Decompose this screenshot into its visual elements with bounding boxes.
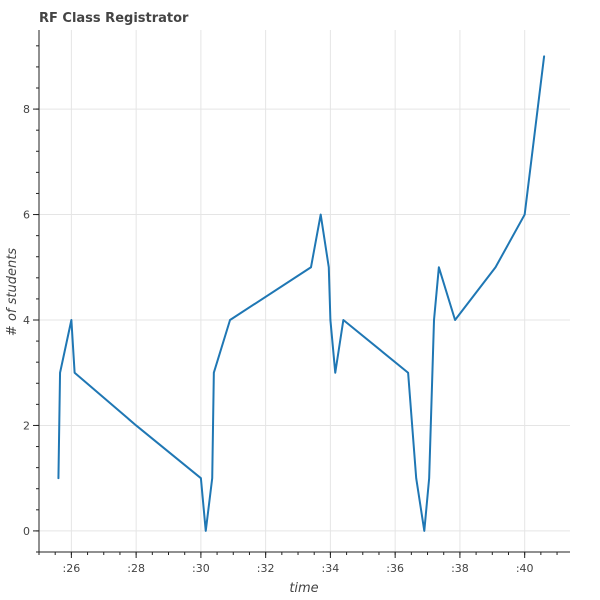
y-axis-ticks: 0 2 4 6 8 (23, 45, 39, 553)
y-tick-label: 2 (23, 419, 30, 432)
x-tick-label: :32 (257, 562, 275, 575)
y-tick-label: 6 (23, 209, 30, 222)
x-axis-ticks: :26 :28 :30 :32 :34 :36 :38 :40 (38, 552, 558, 575)
grid (39, 30, 570, 552)
x-tick-label: :26 (63, 562, 81, 575)
series-layer (57, 55, 546, 532)
x-tick-label: :36 (386, 562, 404, 575)
y-tick-label: 0 (23, 525, 30, 538)
series-line (57, 55, 546, 532)
x-tick-label: :28 (127, 562, 145, 575)
x-axis-label: time (289, 581, 318, 596)
y-tick-label: 4 (23, 314, 30, 327)
x-tick-label: :30 (192, 562, 210, 575)
x-tick-label: :34 (322, 562, 340, 575)
x-tick-label: :38 (451, 562, 469, 575)
chart-title: RF Class Registrator (39, 11, 189, 26)
axes (38, 30, 570, 553)
y-tick-label: 8 (23, 103, 30, 116)
x-tick-label: :40 (516, 562, 534, 575)
y-axis-label: # of students (5, 248, 20, 336)
